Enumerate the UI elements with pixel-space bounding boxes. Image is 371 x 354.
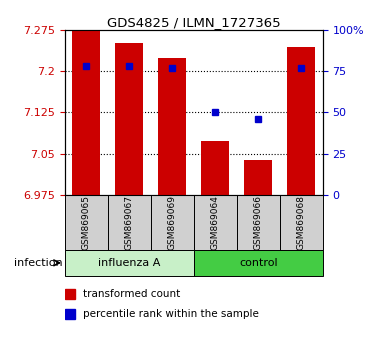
- Bar: [194, 250, 323, 276]
- Bar: [151, 195, 194, 250]
- Text: GSM869065: GSM869065: [82, 195, 91, 250]
- Bar: [65, 195, 108, 250]
- Text: transformed count: transformed count: [83, 289, 180, 299]
- Text: GSM869068: GSM869068: [297, 195, 306, 250]
- Text: infection: infection: [14, 258, 63, 268]
- Text: percentile rank within the sample: percentile rank within the sample: [83, 309, 259, 319]
- Bar: [244, 160, 272, 195]
- Bar: [108, 195, 151, 250]
- Bar: [72, 30, 101, 195]
- Text: control: control: [239, 258, 278, 268]
- Text: GSM869066: GSM869066: [254, 195, 263, 250]
- Text: influenza A: influenza A: [98, 258, 161, 268]
- Bar: [65, 250, 194, 276]
- Bar: [115, 43, 143, 195]
- Title: GDS4825 / ILMN_1727365: GDS4825 / ILMN_1727365: [107, 16, 280, 29]
- Text: GSM869064: GSM869064: [211, 195, 220, 250]
- Bar: [158, 58, 186, 195]
- Bar: [194, 195, 237, 250]
- Text: GSM869067: GSM869067: [125, 195, 134, 250]
- Bar: [280, 195, 323, 250]
- Bar: [237, 195, 280, 250]
- Bar: [287, 47, 315, 195]
- Text: GSM869069: GSM869069: [168, 195, 177, 250]
- Bar: [201, 142, 229, 195]
